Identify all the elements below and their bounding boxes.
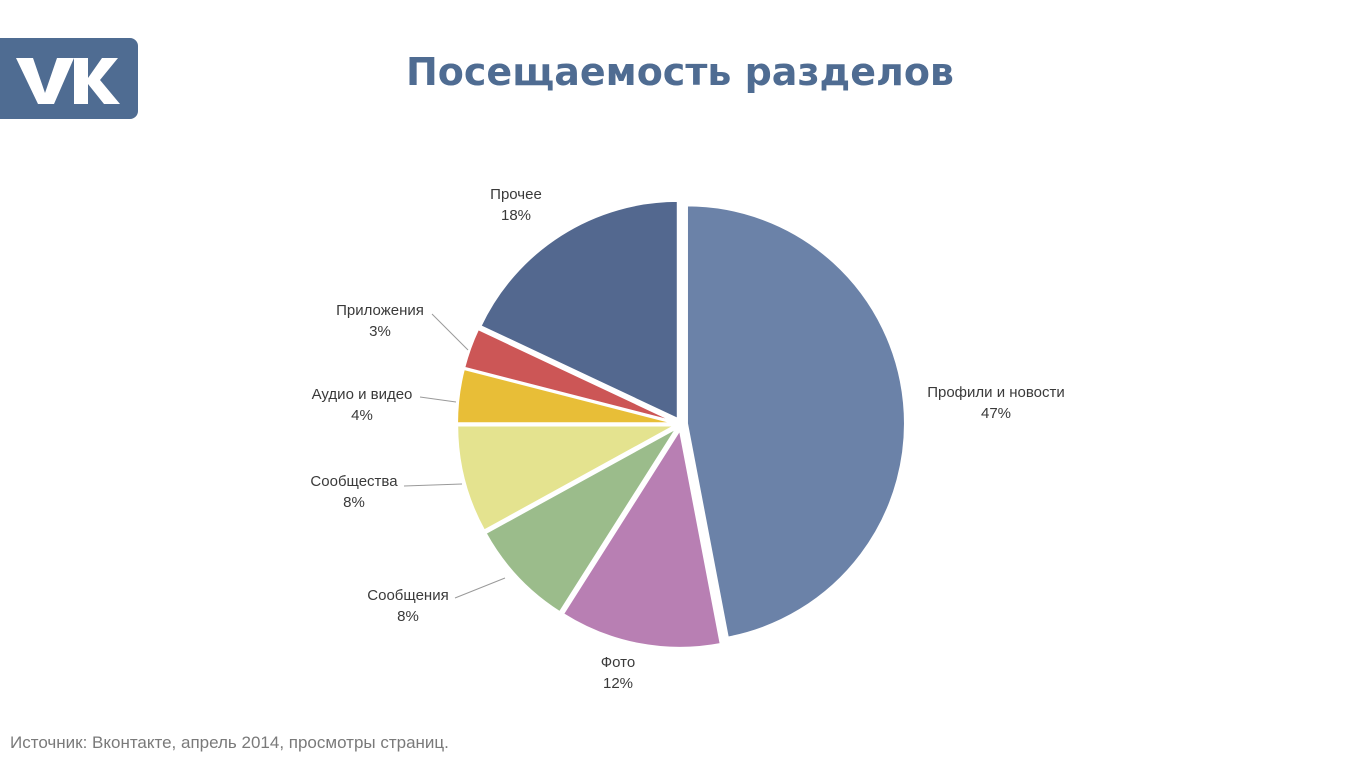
source-note: Источник: Вконтакте, апрель 2014, просмо… bbox=[10, 733, 449, 752]
leader-line bbox=[454, 577, 506, 599]
leader-line bbox=[419, 396, 457, 403]
pie-slice bbox=[479, 199, 679, 420]
leader-line bbox=[403, 483, 463, 487]
slice-label: Фото bbox=[601, 654, 635, 671]
slice-value-label: 3% bbox=[369, 323, 391, 340]
pie-slice bbox=[463, 328, 677, 423]
slice-value-label: 4% bbox=[351, 407, 373, 424]
slice-label: Аудио и видео bbox=[312, 386, 413, 403]
slice-value-label: 8% bbox=[343, 494, 365, 511]
pie-slice bbox=[562, 428, 722, 649]
pie-slice bbox=[456, 424, 677, 532]
slice-label: Профили и новости bbox=[927, 384, 1065, 401]
slice-value-label: 8% bbox=[397, 608, 419, 625]
slice-value-label: 12% bbox=[603, 675, 633, 692]
slice-label: Прочее bbox=[490, 186, 542, 203]
pie-slice bbox=[484, 427, 678, 614]
page-title: Посещаемость разделов bbox=[406, 50, 954, 94]
pie-slice bbox=[685, 204, 906, 639]
slice-value-label: 47% bbox=[981, 405, 1011, 422]
slice-label: Приложения bbox=[336, 302, 424, 319]
leader-line bbox=[431, 313, 469, 351]
pie-slice bbox=[456, 368, 677, 425]
slice-value-label: 18% bbox=[501, 207, 531, 224]
vk-logo-icon bbox=[16, 58, 120, 104]
slice-label: Сообщества bbox=[310, 473, 398, 490]
slice-label: Сообщения bbox=[367, 587, 448, 604]
vk-logo bbox=[0, 38, 138, 119]
